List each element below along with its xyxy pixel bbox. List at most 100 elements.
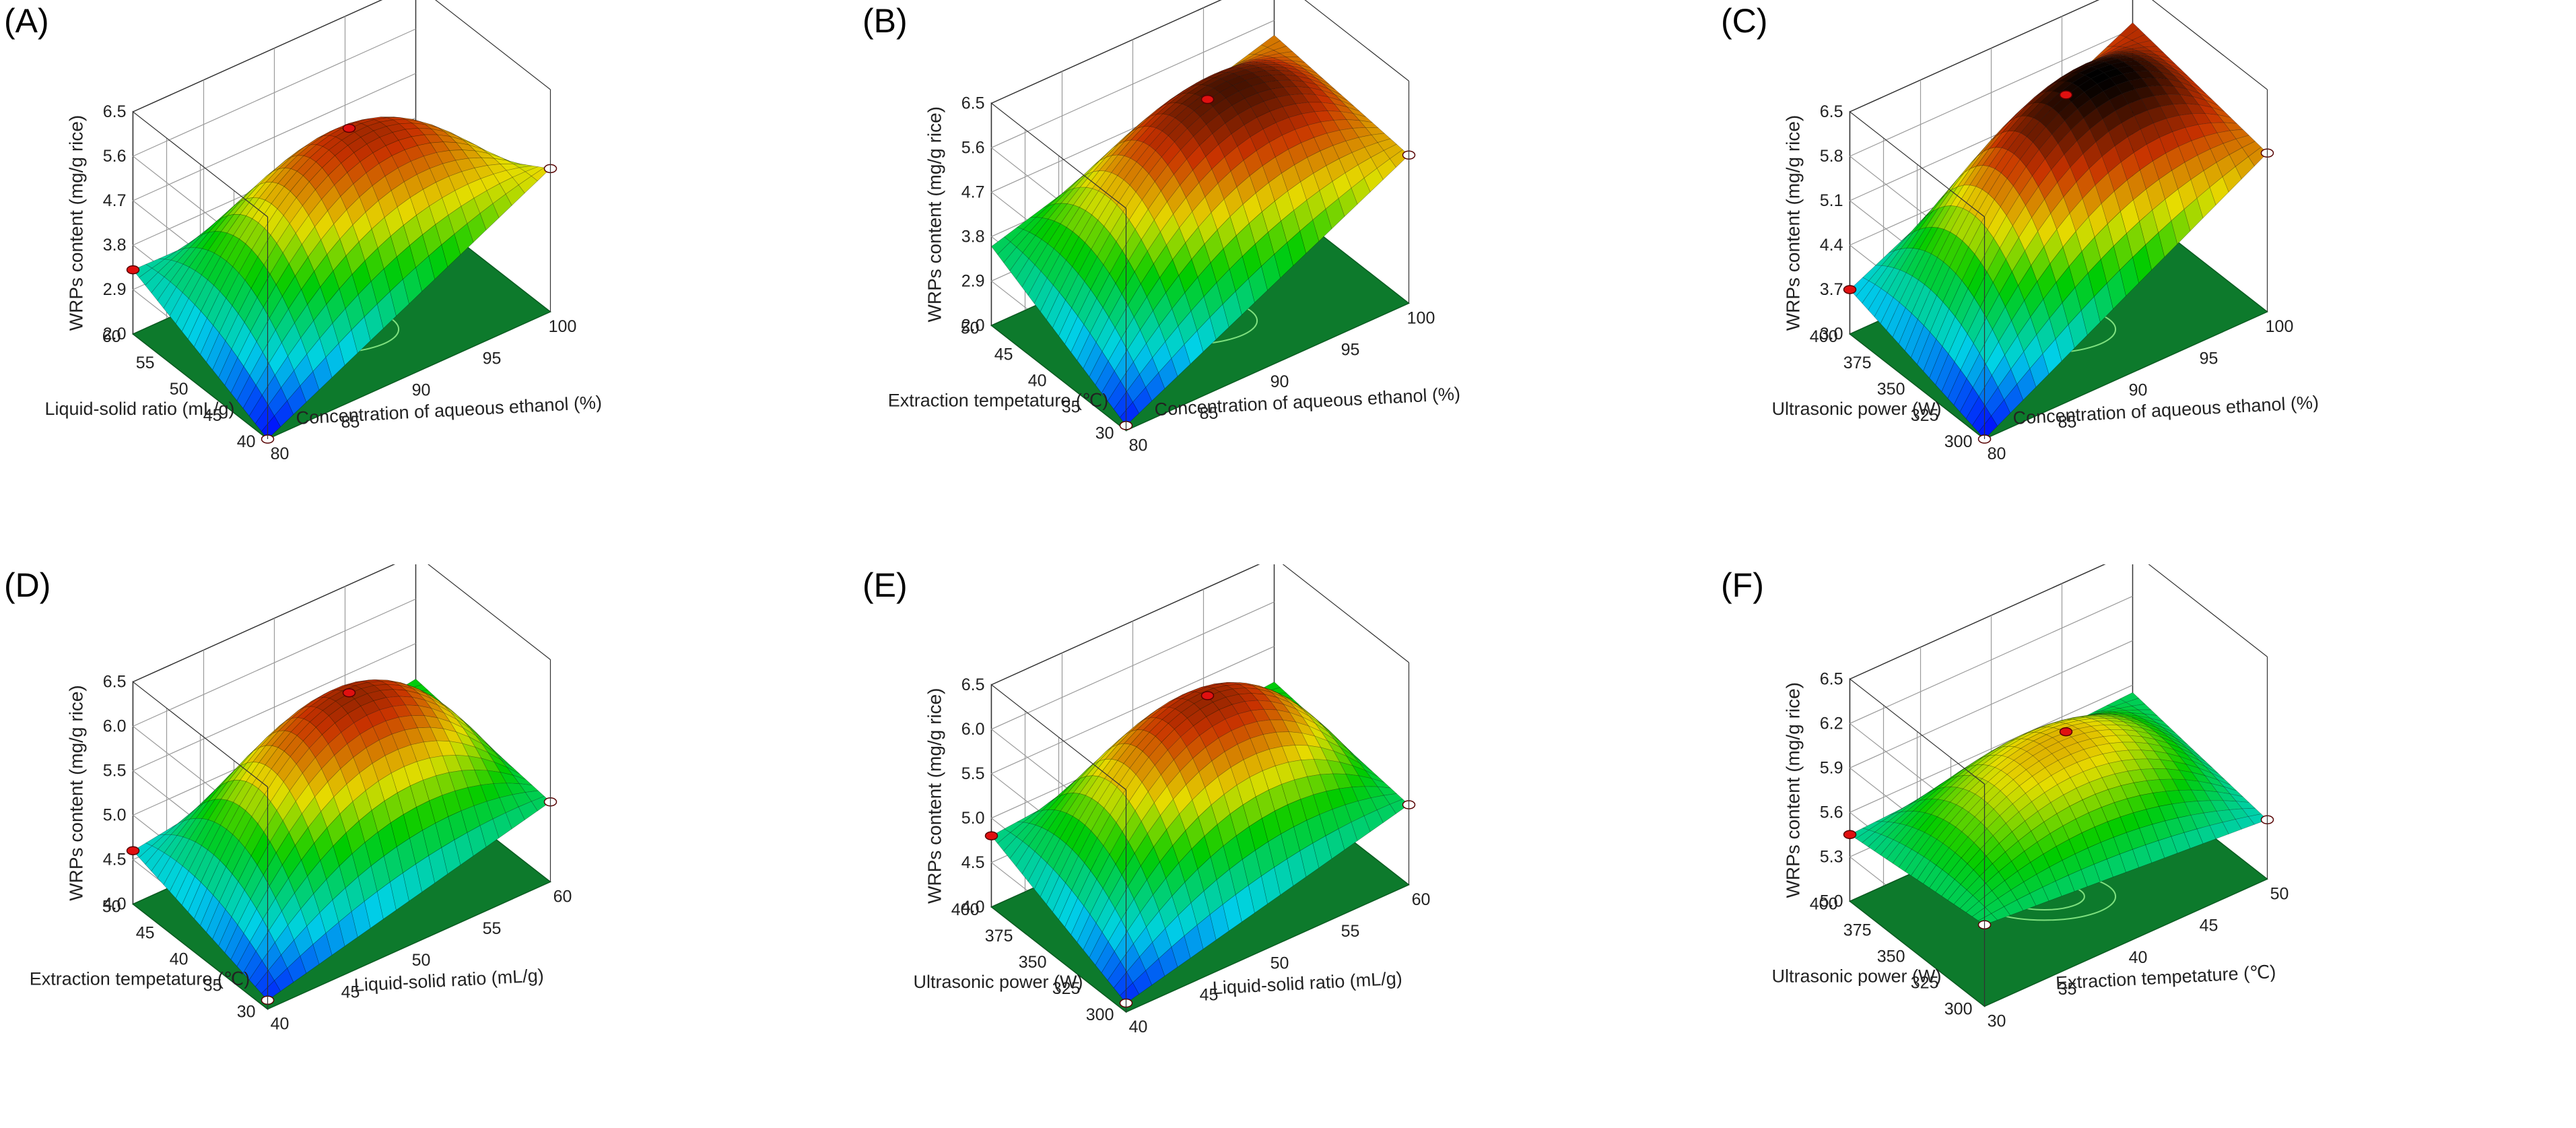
- z-tick-label: 5.6: [961, 138, 985, 157]
- frame-edge: [1282, 564, 1409, 663]
- design-point-left: [1843, 830, 1857, 839]
- design-point-peak: [2059, 90, 2073, 100]
- surface-facet: [1965, 396, 1986, 426]
- surface-facet: [2101, 145, 2122, 174]
- surface-facet: [1093, 147, 1113, 166]
- surface-facet: [454, 184, 475, 207]
- surface-facet: [1911, 325, 1930, 365]
- surface-facet: [1114, 886, 1134, 921]
- surface-facet: [456, 719, 476, 736]
- surface-facet: [1322, 725, 1341, 743]
- surface-facet: [2223, 800, 2243, 810]
- surface-facet: [1060, 187, 1081, 204]
- y-axis-title: Ultrasonic power (W): [1771, 399, 1941, 419]
- surface-facet: [378, 772, 398, 801]
- surface-facet: [1270, 74, 1291, 81]
- z-tick-label: 5.6: [1820, 803, 1843, 822]
- chart-panel-d: 4.0 4.5 5.0 5.5 6.0 6.5 WRPs content (mg/g ric…: [0, 564, 858, 1128]
- x-tick-label: 60: [553, 888, 572, 906]
- surface-facet: [1130, 729, 1150, 748]
- surface-facet: [463, 721, 483, 739]
- surface-facet: [2000, 760, 2021, 775]
- z-tick-label: 5.8: [1820, 147, 1843, 166]
- x-tick-label: 50: [2270, 884, 2289, 903]
- surface-facet: [275, 832, 296, 865]
- surface-facet: [1913, 211, 1933, 232]
- x-tick-label: 95: [2200, 349, 2218, 368]
- surface-facet: [1064, 315, 1085, 353]
- surface-facet: [2002, 738, 2022, 748]
- surface-facet: [1359, 762, 1379, 777]
- surface-facet: [2172, 760, 2193, 773]
- design-point-left: [1843, 285, 1857, 294]
- frame-edge: [435, 0, 551, 90]
- surface-facet: [492, 193, 512, 218]
- x-tick-label: 100: [549, 317, 577, 336]
- x-tick-label: 45: [1200, 986, 1219, 1005]
- surface-facet: [1158, 946, 1178, 976]
- surface-facet: [2093, 859, 2113, 882]
- surface-facet: [1095, 941, 1115, 973]
- surface-facet: [2241, 141, 2262, 158]
- surface-facet: [360, 130, 380, 145]
- surface-facet: [1229, 203, 1250, 236]
- surface-facet: [306, 912, 327, 945]
- surface-facet: [253, 171, 273, 189]
- x-tick-label: 85: [1200, 404, 1219, 423]
- y-tick-label: 50: [961, 319, 980, 337]
- surface-facet: [1229, 804, 1250, 836]
- surface-facet: [351, 900, 371, 938]
- panel-label: (A): [4, 2, 49, 40]
- y-tick-label: 375: [985, 927, 1013, 945]
- surface-facet: [1297, 64, 1318, 74]
- surface-facet: [139, 845, 159, 865]
- x-tick-label: 55: [483, 919, 502, 938]
- surface-facet: [1892, 307, 1912, 345]
- surface-facet: [2165, 189, 2185, 222]
- surface-facet: [355, 119, 374, 124]
- surface-facet: [1886, 302, 1906, 338]
- surface-facet: [1036, 798, 1056, 813]
- surface-facet: [2033, 90, 2054, 104]
- surface-facet: [226, 272, 246, 306]
- surface-facet: [1892, 845, 1912, 868]
- surface-facet: [261, 980, 281, 1001]
- surface-facet: [164, 261, 184, 282]
- y-tick-label: 400: [951, 900, 980, 919]
- surface-facet: [177, 807, 197, 824]
- surface-facet: [236, 941, 257, 974]
- surface-facet: [2016, 368, 2037, 401]
- y-axis-title: Ultrasonic power (W): [913, 972, 1083, 992]
- surface-facet: [2229, 129, 2249, 139]
- surface-facet: [506, 167, 526, 178]
- z-axis-title: WRPs content (mg/g rice): [66, 115, 87, 331]
- surface-facet: [499, 176, 519, 195]
- y-axis-title: Liquid-solid ratio (mL/g): [44, 399, 234, 419]
- z-tick-label: 4.7: [961, 183, 985, 201]
- surface-facet: [242, 950, 263, 981]
- surface-facet: [1991, 399, 2011, 427]
- x-tick-label: 100: [2266, 317, 2294, 336]
- frame-edge: [133, 682, 268, 787]
- surface-facet: [2020, 731, 2041, 740]
- surface-facet: [1938, 178, 1959, 201]
- surface-facet: [403, 267, 422, 304]
- surface-facet: [1182, 84, 1202, 94]
- surface-facet: [206, 332, 226, 370]
- surface-facet: [285, 146, 305, 161]
- y-tick-label: 375: [1843, 921, 1872, 939]
- surface-facet: [1117, 729, 1138, 745]
- surface-facet: [246, 197, 266, 220]
- surface-facet: [1953, 378, 1973, 413]
- surface-facet: [1989, 130, 2009, 150]
- z-axis: 2.0 2.9 3.8 4.7 5.6 6.5 WRPs content (mg/g ric…: [924, 94, 985, 335]
- surface-facet: [2127, 129, 2147, 153]
- surface-facet: [1988, 745, 2009, 756]
- surface-facet: [1233, 64, 1253, 69]
- surface-facet: [1243, 753, 1263, 778]
- surface-facet: [2032, 748, 2053, 762]
- panel-label: (E): [862, 566, 908, 604]
- surface-facet: [1977, 135, 1997, 157]
- x-tick-label: 30: [1988, 1011, 2006, 1030]
